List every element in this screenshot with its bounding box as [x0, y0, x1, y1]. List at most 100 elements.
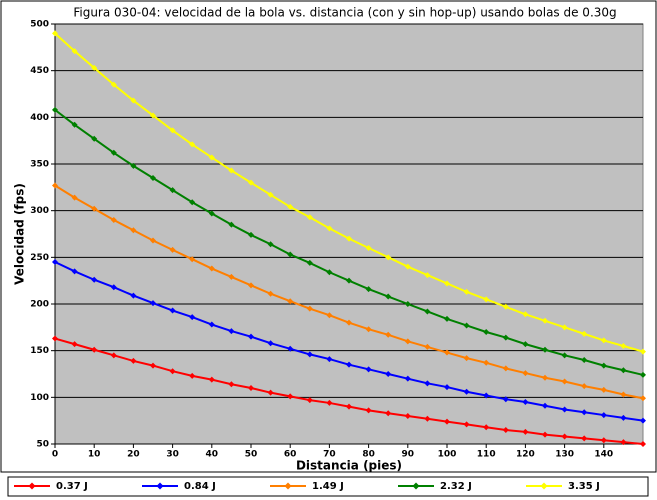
point-marker [52, 335, 58, 342]
point-marker [150, 300, 156, 307]
point-marker [600, 386, 607, 393]
x-tick-label: 130 [555, 450, 574, 460]
point-marker [52, 259, 58, 265]
y-axis-label: Velocidad (fps) [13, 183, 27, 285]
point-marker [444, 384, 450, 391]
point-marker [444, 418, 450, 425]
point-marker [522, 399, 529, 405]
point-marker [306, 305, 313, 312]
point-marker [444, 315, 450, 322]
point-marker [248, 385, 254, 391]
legend-marker [284, 482, 292, 490]
point-marker [52, 106, 58, 113]
point-marker [208, 265, 215, 272]
point-marker [248, 333, 254, 340]
point-marker [385, 331, 392, 338]
point-marker [502, 427, 509, 433]
point-marker [189, 141, 196, 148]
legend-label: 0.37 J [56, 481, 88, 492]
point-marker [150, 362, 156, 369]
point-marker [600, 437, 607, 444]
point-marker [385, 254, 392, 261]
point-marker [404, 263, 411, 270]
point-marker [463, 421, 470, 428]
point-marker [542, 402, 548, 409]
point-marker [385, 410, 392, 417]
point-marker [169, 307, 176, 314]
point-marker [502, 303, 509, 310]
y-tick-label: 500 [30, 20, 49, 30]
legend-marker [156, 482, 164, 490]
point-marker [110, 284, 117, 291]
point-marker [52, 182, 58, 189]
point-marker [71, 341, 78, 348]
point-marker [228, 273, 235, 280]
point-marker [150, 237, 156, 244]
point-marker [150, 175, 156, 181]
point-marker [248, 282, 254, 289]
point-marker [600, 362, 607, 369]
point-marker [267, 290, 274, 297]
point-marker [463, 355, 470, 362]
point-marker [581, 357, 588, 363]
point-marker [306, 351, 313, 358]
point-marker [502, 365, 509, 372]
point-marker [71, 268, 78, 275]
point-marker [208, 210, 215, 217]
point-marker [248, 179, 254, 186]
point-marker [483, 296, 490, 303]
point-marker [306, 397, 313, 404]
point-marker [581, 383, 588, 390]
point-marker [346, 235, 352, 242]
point-marker [365, 366, 372, 373]
x-tick-label: 90 [402, 450, 415, 460]
point-marker [620, 391, 627, 398]
point-marker [91, 135, 98, 142]
point-marker [71, 121, 78, 128]
legend-label: 0.84 J [184, 481, 216, 492]
point-marker [228, 381, 235, 388]
point-marker [620, 439, 627, 446]
x-tick-label: 0 [52, 450, 58, 460]
point-marker [150, 112, 156, 119]
point-marker [306, 214, 313, 221]
point-marker [385, 371, 392, 377]
point-marker [640, 348, 646, 355]
point-marker [424, 272, 431, 279]
point-marker [326, 356, 333, 363]
point-marker [228, 328, 235, 335]
x-axis-label: Distancia (pies) [296, 459, 402, 473]
point-marker [52, 30, 58, 37]
point-marker [267, 340, 274, 347]
point-marker [365, 407, 372, 414]
point-marker [326, 399, 333, 406]
legend-marker [28, 482, 36, 490]
point-marker [483, 359, 490, 366]
point-marker [346, 277, 352, 284]
point-marker [130, 97, 137, 104]
point-marker [600, 337, 607, 344]
y-tick-label: 200 [30, 300, 49, 310]
point-marker [365, 245, 372, 251]
chart-title: Figura 030-04: velocidad de la bola vs. … [73, 6, 616, 20]
point-marker [424, 343, 431, 350]
x-tick-label: 140 [594, 450, 613, 460]
x-tick-label: 70 [323, 450, 336, 460]
x-tick-label: 50 [245, 450, 258, 460]
point-marker [267, 191, 274, 198]
point-marker [600, 412, 607, 419]
point-marker [561, 324, 568, 331]
x-tick-label: 80 [362, 450, 375, 460]
y-tick-label: 450 [30, 66, 49, 76]
x-tick-label: 120 [516, 450, 535, 460]
point-marker [424, 380, 431, 387]
legend-label: 1.49 J [312, 481, 344, 492]
point-marker [346, 361, 352, 368]
point-marker [365, 286, 372, 293]
point-marker [640, 395, 646, 402]
point-marker [110, 352, 117, 359]
point-marker [640, 371, 646, 378]
point-marker [130, 292, 137, 299]
point-marker [483, 329, 490, 335]
point-marker [404, 338, 411, 345]
